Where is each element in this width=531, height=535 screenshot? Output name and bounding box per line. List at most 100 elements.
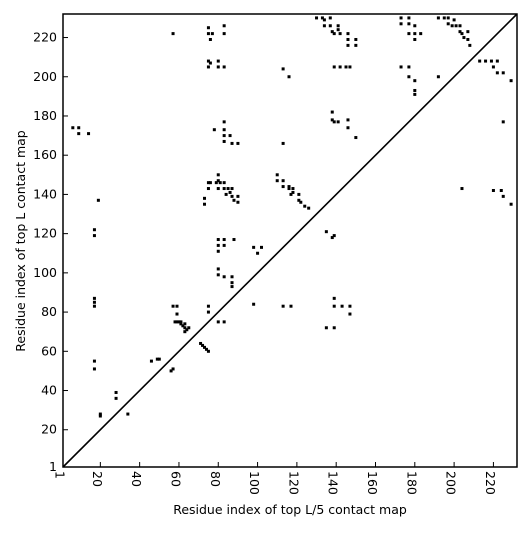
x-tick-label: 180 — [404, 471, 419, 495]
contact-point — [230, 281, 234, 285]
contact-point — [346, 37, 350, 41]
x-axis-label: Residue index of top L/5 contact map — [173, 502, 407, 517]
contact-point — [330, 110, 334, 114]
contact-point — [291, 190, 295, 194]
contact-point — [354, 37, 358, 41]
contact-point — [208, 61, 212, 65]
contact-point — [206, 304, 210, 308]
contact-point — [175, 312, 179, 316]
x-tick-label: 1 — [53, 471, 68, 479]
contact-point — [501, 71, 505, 75]
contact-point — [222, 181, 226, 185]
contact-point — [226, 187, 230, 191]
contact-point — [216, 249, 220, 253]
contact-point — [338, 32, 342, 36]
contact-point — [216, 65, 220, 69]
contact-point — [173, 320, 177, 324]
contact-point — [222, 187, 226, 191]
contact-point — [206, 310, 210, 314]
x-tick-label: 220 — [483, 471, 498, 495]
contact-point — [466, 37, 470, 41]
contact-point — [281, 179, 285, 183]
x-tick-label: 140 — [326, 471, 341, 495]
contact-point — [222, 120, 226, 124]
contact-point — [206, 26, 210, 30]
contact-point — [171, 367, 175, 371]
contact-point — [399, 65, 403, 69]
contact-point — [462, 36, 466, 40]
contact-point — [499, 188, 503, 192]
contact-point — [210, 32, 214, 36]
contact-point — [92, 228, 96, 232]
contact-point — [252, 245, 256, 249]
contact-point — [460, 32, 464, 36]
contact-point — [114, 390, 118, 394]
y-tick-label: 160 — [33, 147, 57, 162]
contact-point — [303, 204, 307, 208]
y-tick-label: 60 — [41, 343, 57, 358]
x-tick-label: 20 — [90, 471, 105, 487]
y-tick-label: 20 — [41, 422, 57, 437]
contact-point — [149, 359, 153, 363]
contact-point — [228, 134, 232, 138]
contact-point — [206, 32, 210, 36]
contact-point — [346, 32, 350, 36]
contact-point — [232, 238, 236, 242]
contact-point — [458, 30, 462, 34]
contact-point — [275, 179, 279, 183]
contact-point — [491, 65, 495, 69]
contact-point — [307, 206, 311, 210]
contact-point — [413, 37, 417, 41]
contact-point — [208, 37, 212, 41]
contact-point — [222, 134, 226, 138]
contact-point — [260, 245, 264, 249]
contact-point — [484, 59, 488, 63]
contact-point — [177, 320, 181, 324]
contact-point — [338, 65, 342, 69]
plot-frame — [62, 13, 518, 468]
contact-point — [216, 179, 220, 183]
contact-point — [491, 188, 495, 192]
contact-point — [126, 412, 130, 416]
contact-point — [216, 243, 220, 247]
contact-point — [175, 304, 179, 308]
contact-point — [230, 285, 234, 289]
contact-point — [203, 196, 207, 200]
contact-point — [214, 181, 218, 185]
contact-point — [454, 24, 458, 28]
contact-point — [332, 65, 336, 69]
contact-point — [297, 192, 301, 196]
contact-point — [179, 320, 183, 324]
contact-point — [157, 357, 161, 361]
contact-point — [275, 173, 279, 177]
y-tick-label: 220 — [33, 30, 57, 45]
contact-point — [452, 18, 456, 22]
contact-point — [299, 200, 303, 204]
contact-point — [289, 192, 293, 196]
contact-point — [206, 65, 210, 69]
contact-point — [346, 43, 350, 47]
x-tick-label: 80 — [208, 471, 223, 487]
contact-point — [230, 141, 234, 145]
contact-point — [216, 273, 220, 277]
contact-point — [77, 126, 81, 130]
contact-point — [460, 187, 464, 191]
contact-point — [179, 322, 183, 326]
contact-point — [77, 132, 81, 136]
contact-point — [222, 32, 226, 36]
contact-point — [328, 24, 332, 28]
contact-point — [324, 230, 328, 234]
contact-point — [330, 236, 334, 240]
contact-point — [204, 347, 208, 351]
contact-point — [71, 126, 75, 130]
contact-point — [281, 67, 285, 71]
contact-point — [413, 88, 417, 92]
contact-point — [169, 369, 173, 373]
contact-point — [92, 304, 96, 308]
contact-point — [216, 173, 220, 177]
contact-point — [222, 24, 226, 28]
y-tick-label: 40 — [41, 383, 57, 398]
contact-point — [281, 185, 285, 189]
contact-point — [332, 296, 336, 300]
contact-point — [332, 32, 336, 36]
